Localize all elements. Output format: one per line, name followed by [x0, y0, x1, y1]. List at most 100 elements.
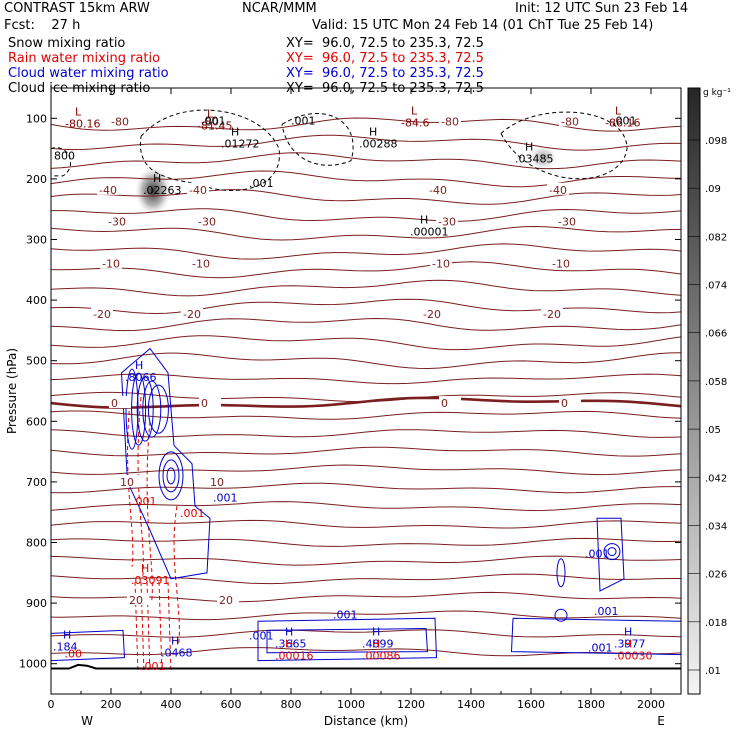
surface-line: [51, 663, 681, 670]
y-tick-label: 100: [26, 112, 47, 125]
colorbar-label: .098: [705, 136, 727, 147]
isotherm-label-bg: [430, 256, 452, 269]
isotherm-label-bg: [547, 182, 569, 195]
rain-contour: [158, 581, 163, 673]
isotherm-line: [50, 464, 682, 476]
contour-value-label: .00: [65, 648, 83, 661]
isotherm-label-bg: [559, 396, 581, 409]
extremum-letter: L: [75, 106, 82, 119]
extremum-letter: H: [372, 638, 380, 651]
extremum-value: .03485: [515, 153, 554, 166]
valid-time: Valid: 15 UTC Mon 24 Feb 14 (01 ChT Tue …: [312, 18, 654, 33]
extremum-value: .00001: [410, 225, 449, 238]
isotherm-line: [50, 555, 682, 566]
cloud-water-contour: [596, 517, 625, 592]
extremum-value: .3977: [614, 638, 646, 651]
y-tick-label: 700: [26, 476, 47, 489]
x-axis-title: Distance (km): [324, 714, 408, 728]
contour-value-label: .001: [585, 548, 610, 561]
isotherm-label: -80: [111, 115, 129, 128]
contour-value-label: .001: [249, 629, 274, 642]
extremum-value: -86.16: [605, 116, 640, 129]
isotherm-label-bg: [91, 307, 113, 320]
colorbar-label: .082: [705, 232, 727, 243]
x-tick-label: 1200: [397, 698, 425, 711]
extremum-value: .02263: [143, 184, 182, 197]
isotherm-line: [50, 410, 682, 420]
isotherm-label: 0: [111, 397, 118, 410]
cloud-water-contour: [510, 617, 682, 656]
snow-contour: [281, 113, 354, 166]
contour-value-label: .001: [333, 608, 358, 621]
isotherm-label-bg: [97, 182, 119, 195]
contour-value-label: .001: [180, 507, 205, 520]
rain-contours: [127, 397, 180, 673]
extremum-letter: L: [615, 104, 622, 117]
y-tick-label: 500: [26, 355, 47, 368]
isotherm-label: -10: [192, 258, 210, 271]
x-tick-label: 1000: [337, 698, 365, 711]
field-name-cloud-water: Cloud water mixing ratio: [8, 66, 169, 81]
west-label: W: [81, 714, 93, 728]
isotherm-label: -20: [183, 308, 201, 321]
isotherm-label-bg: [190, 256, 212, 269]
isotherm-label: 0: [561, 397, 568, 410]
isotherm-line: [50, 335, 682, 351]
x-tick-label: 2000: [637, 698, 665, 711]
colorbar-label: .042: [705, 473, 727, 484]
isotherm-label: -40: [429, 184, 447, 197]
colorbar-label: .01: [705, 666, 721, 677]
x-tick-label: 400: [161, 698, 182, 711]
field-xy-snow: XY= 96.0, 72.5 to 235.3, 72.5: [286, 36, 484, 51]
extremum-value: .184: [53, 641, 78, 654]
isotherm-label: -20: [93, 308, 111, 321]
isotherm-label-bg: [427, 182, 449, 195]
extremum-letter: H: [141, 562, 149, 575]
y-tick-label: 200: [26, 173, 47, 186]
isotherm-label-bg: [127, 593, 149, 606]
cloud-water-contour: [125, 368, 139, 450]
snow-contours: [50, 109, 628, 191]
isotherm-label: -10: [102, 258, 120, 271]
isotherm-line: [50, 243, 682, 260]
rain-contour: [137, 397, 144, 579]
colorbar-label: .058: [705, 377, 727, 388]
east-label: E: [657, 714, 665, 728]
y-tick-label: 600: [26, 415, 47, 428]
rain-contour: [127, 397, 134, 567]
isotherm-label: -20: [543, 308, 561, 321]
cloud-water-contour: [554, 608, 568, 622]
isotherm-label: -30: [198, 215, 216, 228]
isotherm-line: [50, 610, 682, 621]
center-title: NCAR/MMM: [242, 1, 317, 16]
isotherm-line: [50, 261, 682, 279]
colorbar-label: .09: [705, 184, 721, 195]
extremum-letter: H: [285, 626, 293, 639]
extremum-value: .00086: [362, 650, 401, 663]
cloud-water-contour: [136, 376, 154, 442]
isotherm-label: 10: [120, 476, 134, 489]
extremum-value: .3665: [275, 638, 307, 651]
cloud-water-contour: [142, 380, 162, 438]
forecast-hour: Fcst: 27 h: [4, 18, 81, 33]
colorbar: g kg⁻¹ .098 .09 .082 .074 .066 .058 .05 .042 .034…: [687, 87, 731, 695]
isotherm-line: [50, 519, 682, 529]
isotherm-label-bg: [100, 256, 122, 269]
isotherm-label: -40: [189, 184, 207, 197]
isotherm-label: -10: [432, 258, 450, 271]
contour-value-label: .001: [588, 642, 613, 655]
cloud-water-contour: [257, 617, 438, 662]
y-tick-label: 400: [26, 294, 47, 307]
isotherm-label: -80: [201, 115, 219, 128]
cloud-water-contour: [50, 629, 126, 662]
isotherm-line: [50, 134, 682, 151]
x-tick-label: 200: [101, 698, 122, 711]
isotherm-label: -40: [99, 184, 117, 197]
isotherm-label-bg: [106, 214, 128, 227]
cloud-water-contour: [162, 459, 180, 493]
y-tick-label: 900: [26, 597, 47, 610]
extremum-value: -81.45: [197, 119, 232, 132]
contour-value-label: .001: [249, 177, 274, 190]
extremum-value: .00288: [359, 138, 398, 151]
